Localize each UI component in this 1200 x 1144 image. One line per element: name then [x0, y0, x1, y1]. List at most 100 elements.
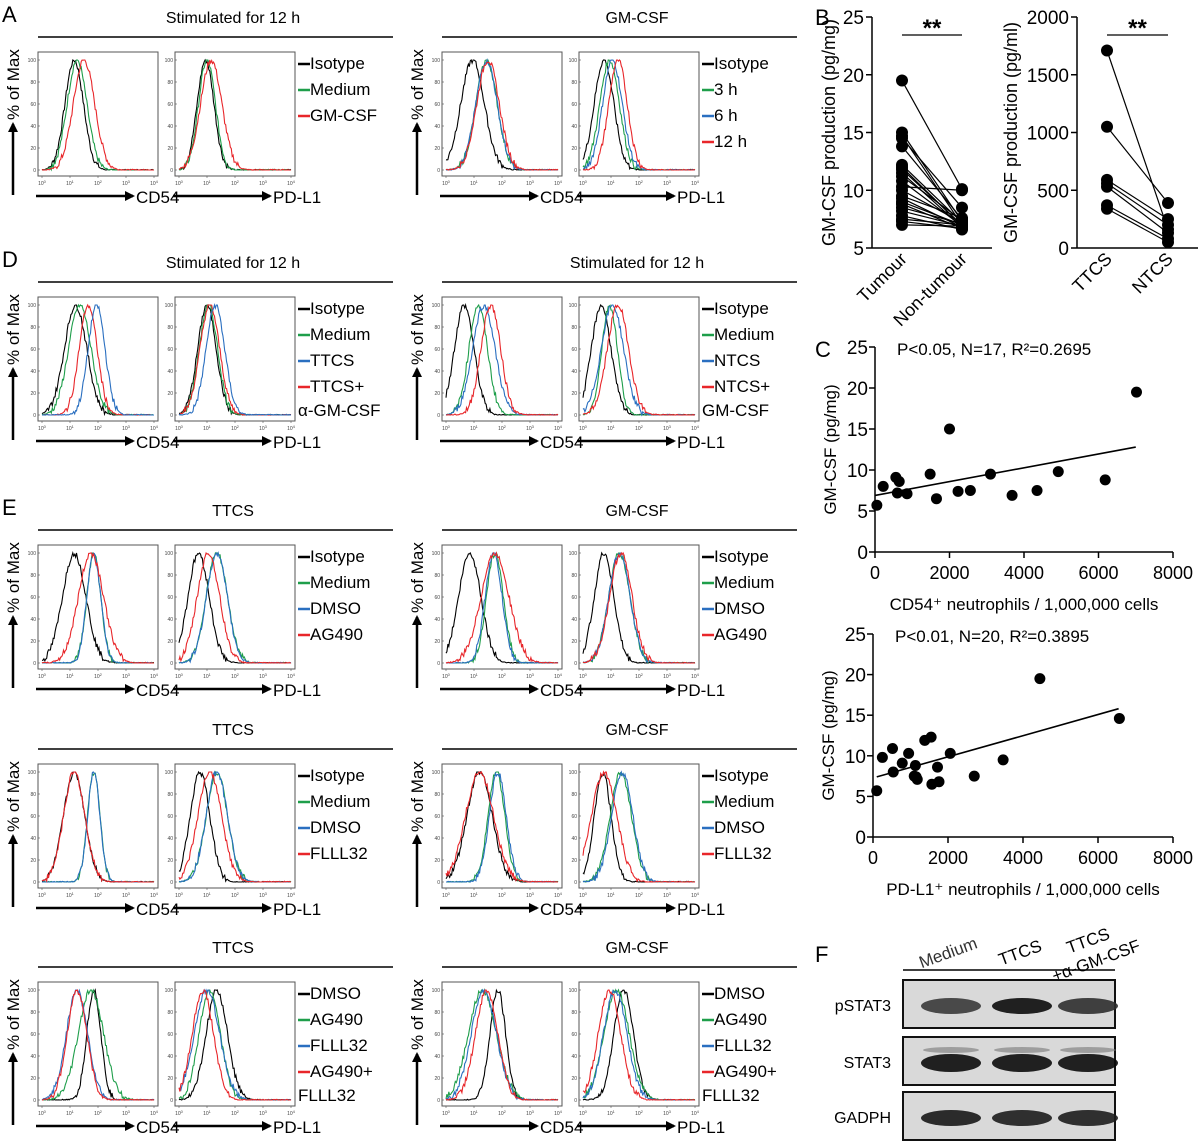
data-point — [901, 488, 913, 500]
x-tick-label: 103 — [663, 1109, 672, 1117]
y-tick-label: 0 — [437, 168, 440, 174]
x-tick-label: 104 — [287, 179, 296, 187]
x-tick-label: 102 — [94, 424, 103, 432]
cd54-histogram-frame — [441, 51, 563, 177]
y-tick-label: 40 — [571, 124, 577, 130]
data-point — [1162, 196, 1174, 209]
legend-label: FLLL32 — [702, 1086, 760, 1105]
y-tick-label: 60 — [434, 1032, 440, 1038]
y-tick-label: 40 — [167, 124, 173, 130]
y-tick-label: 0 — [33, 168, 36, 174]
x-tick-label: 102 — [94, 891, 103, 899]
blot-band — [1058, 1054, 1118, 1072]
data-point — [1006, 489, 1018, 501]
legend-label: FLLL32 — [714, 844, 772, 863]
flow-group-title: GM-CSF — [605, 722, 668, 739]
x-tick-label: 2000 — [929, 563, 969, 583]
pdl1-histogram-x-label: PD-L1 — [677, 681, 725, 700]
legend-label: Isotype — [310, 299, 365, 318]
x-tick-label: 6000 — [1078, 848, 1118, 868]
cd54-histogram-curve-red — [42, 989, 155, 1101]
pdl1-histogram-x-label: PD-L1 — [677, 433, 725, 452]
y-tick-label: 0 — [574, 413, 577, 419]
y-tick-label: 0 — [437, 661, 440, 667]
blot-band-upper — [923, 1047, 979, 1053]
x-tick-label: 100 — [579, 179, 588, 187]
y-tick-label: 10 — [845, 747, 866, 768]
y-tick-label: 100 — [569, 58, 578, 64]
y-tick-label: 20 — [167, 1076, 173, 1082]
legend-label: NTCS — [714, 351, 760, 370]
legend-label: AG490 — [310, 1010, 363, 1029]
y-axis-label: % of Max — [4, 761, 23, 832]
legend-label: AG490 — [310, 625, 363, 644]
pdl1-histogram-curve-red — [178, 551, 291, 664]
blot-band — [992, 1054, 1052, 1072]
y-tick-label: 60 — [571, 595, 577, 601]
pdl1-histogram-curve-red — [178, 58, 291, 171]
x-tick-label: 103 — [259, 672, 268, 680]
x-tick-label: 101 — [607, 891, 616, 899]
legend-label: FLLL32 — [310, 1036, 368, 1055]
x-tick-label: 104 — [691, 672, 700, 680]
flow-group-title: TTCS — [212, 940, 254, 957]
pair-line — [901, 145, 963, 220]
y-tick-label: 40 — [571, 836, 577, 842]
y-tick-label: 80 — [167, 1010, 173, 1016]
x-tick-label: 102 — [635, 424, 644, 432]
x-tick-label: 101 — [607, 424, 616, 432]
y-tick-label: 100 — [165, 988, 174, 994]
y-tick-label: 0 — [855, 828, 866, 849]
x-tick-label: 104 — [287, 1109, 296, 1117]
panel-label-b: B — [815, 5, 830, 30]
pdl1-histogram-curve-blue — [178, 302, 291, 416]
x-tick-label: 104 — [691, 424, 700, 432]
y-tick-label: 80 — [167, 792, 173, 798]
y-tick-label: 0 — [170, 168, 173, 174]
x-tick-label: 101 — [203, 424, 212, 432]
pdl1-histogram-x-label: PD-L1 — [677, 1118, 725, 1137]
blot-band — [992, 1110, 1052, 1126]
x-tick-label: 101 — [470, 424, 479, 432]
x-tick-label: 102 — [231, 179, 240, 187]
y-axis-label: % of Max — [408, 542, 427, 613]
lane-label: Medium — [916, 934, 979, 973]
y-tick-label: 40 — [167, 1054, 173, 1060]
x-tick-label: 0 — [870, 563, 880, 583]
flow-group-A-left: Stimulated for 12 h % of Max 0 20 40 60 80 100 1… — [4, 10, 393, 207]
y-tick-label: 0 — [437, 413, 440, 419]
x-tick-label: 103 — [526, 179, 535, 187]
legend-label: 3 h — [714, 80, 738, 99]
x-tick-label: 102 — [231, 1109, 240, 1117]
y-tick-label: 20 — [167, 146, 173, 152]
y-tick-label: 60 — [167, 347, 173, 353]
data-point — [997, 754, 1009, 766]
data-point — [1113, 712, 1125, 724]
cd54-histogram-curve-blue — [445, 552, 559, 664]
blot-band — [1058, 998, 1118, 1014]
y-tick-label: 40 — [30, 617, 36, 623]
cd54-histogram-x-label: CD54 — [136, 681, 179, 700]
y-tick-label: 100 — [165, 551, 174, 557]
x-tick-label: 101 — [66, 891, 75, 899]
y-tick-label: 80 — [434, 1010, 440, 1016]
y-tick-label: 40 — [434, 617, 440, 623]
y-tick-label: 10 — [843, 181, 864, 202]
cd54-histogram-curve-red — [41, 771, 155, 883]
y-axis-label: GM-CSF (pg/mg) — [819, 670, 838, 800]
x-tick-label: 104 — [691, 179, 700, 187]
x-tick-label: 102 — [498, 424, 507, 432]
y-tick-label: 0 — [33, 880, 36, 886]
y-tick-label: 100 — [28, 988, 37, 994]
x-tick-label: 8000 — [1153, 848, 1193, 868]
x-tick-label: 104 — [150, 179, 159, 187]
data-point — [877, 480, 889, 492]
y-tick-label: 40 — [571, 1054, 577, 1060]
legend-label: FLLL32 — [310, 844, 368, 863]
x-tick-label: 103 — [526, 1109, 535, 1117]
panel-label-f: F — [815, 942, 828, 967]
legend-label: TTCS+ — [310, 377, 364, 396]
y-tick-label: 20 — [30, 858, 36, 864]
flow-group-D-right: Stimulated for 12 h % of Max 0 20 40 60 80 100 1… — [408, 255, 797, 452]
legend-label: DMSO — [310, 984, 361, 1003]
